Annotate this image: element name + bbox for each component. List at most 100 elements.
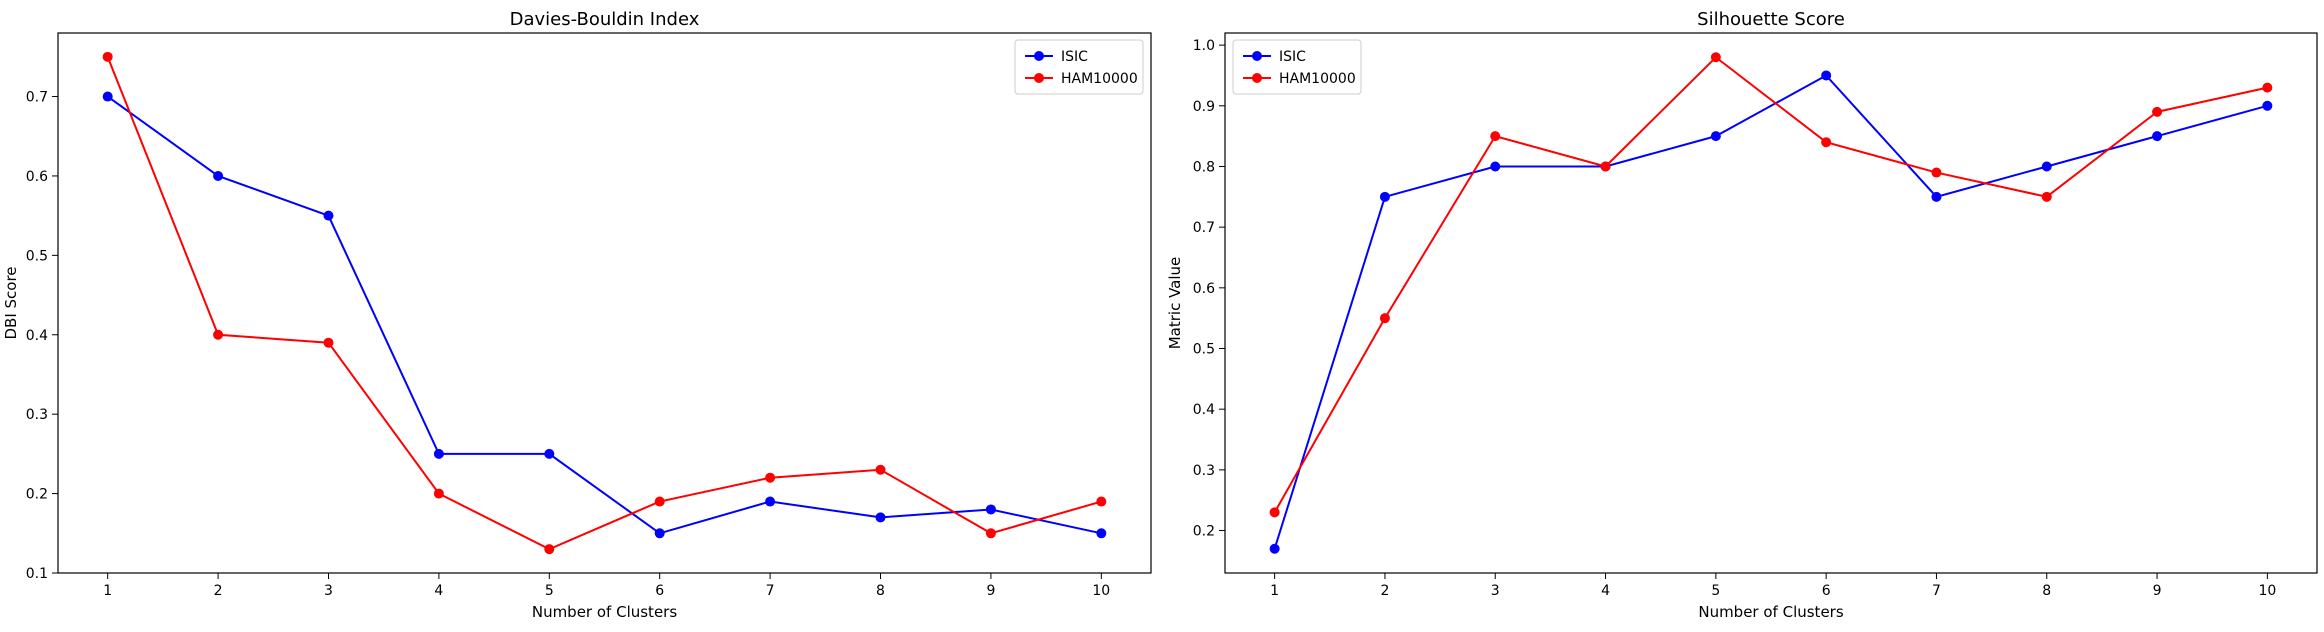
x-tick-label: 1	[1270, 583, 1279, 599]
legend-marker	[1034, 73, 1044, 83]
x-tick-label: 3	[324, 583, 333, 599]
y-tick-label: 0.7	[1193, 220, 1215, 236]
data-point	[2262, 82, 2273, 93]
data-point	[985, 528, 996, 539]
y-tick-label: 1.0	[1193, 38, 1215, 54]
x-tick-label: 10	[2258, 583, 2276, 599]
chart-2: Silhouette Score 1 2 3 4 5 6 7 8 9 10 0.2 0.3 0.4 0.5 0…	[1166, 9, 2318, 621]
data-point	[323, 210, 334, 221]
y-tick-label: 0.5	[26, 248, 48, 264]
data-point	[1490, 131, 1501, 142]
data-point	[875, 464, 886, 475]
series-ISIC	[1269, 70, 2273, 554]
x-tick-label: 5	[545, 583, 554, 599]
y-tick-label: 0.5	[1193, 342, 1215, 358]
data-point	[544, 544, 555, 555]
x-tick-label: 1	[103, 583, 112, 599]
data-point	[1096, 528, 1107, 539]
data-point	[1379, 313, 1390, 324]
data-point	[765, 496, 776, 507]
data-point	[323, 337, 334, 348]
y-tick-label: 0.2	[26, 487, 48, 503]
x-tick-label: 6	[655, 583, 664, 599]
y-tick-label: 0.4	[1193, 402, 1215, 418]
data-point	[102, 51, 113, 62]
legend-marker	[1034, 51, 1044, 61]
data-point	[2041, 191, 2052, 202]
legend-marker	[1252, 51, 1262, 61]
data-point	[1931, 191, 1942, 202]
y-tick-label: 0.2	[1193, 524, 1215, 540]
chart-title: Silhouette Score	[1697, 9, 1845, 30]
legend: ISIC HAM10000	[1232, 39, 1362, 95]
y-tick-label: 0.9	[1193, 99, 1215, 115]
data-point	[1600, 161, 1611, 172]
legend-label: HAM10000	[1279, 71, 1356, 87]
data-point	[1096, 496, 1107, 507]
data-point	[1821, 137, 1832, 148]
data-point	[1710, 52, 1721, 63]
y-axis-label: Matric Value	[1166, 257, 1184, 350]
x-tick-label: 6	[1822, 583, 1831, 599]
data-point	[544, 448, 555, 459]
data-point	[433, 448, 444, 459]
chart-title: Davies-Bouldin Index	[510, 9, 700, 30]
y-tick-label: 0.6	[26, 169, 48, 185]
y-tick-label: 0.4	[26, 328, 48, 344]
x-axis-label: Number of Clusters	[1698, 603, 1843, 621]
legend: ISIC HAM10000	[1014, 39, 1144, 95]
x-tick-label: 9	[986, 583, 995, 599]
data-point	[1269, 543, 1280, 554]
data-point	[213, 329, 224, 340]
legend-label: ISIC	[1061, 49, 1088, 65]
y-tick-label: 0.8	[1193, 159, 1215, 175]
x-tick-label: 7	[1932, 583, 1941, 599]
axes-frame	[1224, 32, 2318, 574]
data-point	[433, 488, 444, 499]
x-tick-label: 4	[1601, 583, 1610, 599]
data-point	[2152, 131, 2163, 142]
data-point	[985, 504, 996, 515]
data-point	[765, 472, 776, 483]
data-point	[213, 170, 224, 181]
x-tick-label: 8	[2042, 583, 2051, 599]
legend-marker	[1252, 73, 1262, 83]
x-tick-label: 5	[1711, 583, 1720, 599]
data-point	[102, 91, 113, 102]
data-point	[1931, 167, 1942, 178]
x-tick-label: 10	[1092, 583, 1110, 599]
data-point	[1821, 70, 1832, 81]
series-line	[106, 56, 1102, 551]
data-point	[1710, 131, 1721, 142]
data-point	[654, 496, 665, 507]
y-axis-label: DBI Score	[2, 266, 20, 339]
x-tick-label: 2	[214, 583, 223, 599]
series-HAM10000	[102, 51, 1107, 555]
data-point	[1490, 161, 1501, 172]
legend-label: HAM10000	[1061, 71, 1138, 87]
data-point	[1269, 507, 1280, 518]
axes-frame	[57, 32, 1152, 574]
y-tick-label: 0.3	[26, 407, 48, 423]
y-tick-label: 0.1	[26, 566, 48, 582]
series-ISIC	[102, 91, 1107, 539]
y-tick-label: 0.3	[1193, 463, 1215, 479]
x-tick-label: 3	[1491, 583, 1500, 599]
series-line	[1273, 74, 2268, 550]
y-tick-label: 0.6	[1193, 281, 1215, 297]
data-point	[2262, 100, 2273, 111]
series-line	[1273, 55, 2268, 513]
legend-label: ISIC	[1279, 49, 1306, 65]
legend-box	[1014, 39, 1144, 95]
x-tick-label: 7	[766, 583, 775, 599]
series-HAM10000	[1269, 52, 2273, 518]
x-tick-label: 9	[2153, 583, 2162, 599]
series-line	[107, 95, 1102, 535]
data-point	[2152, 106, 2163, 117]
data-point	[875, 512, 886, 523]
data-point	[2041, 161, 2052, 172]
data-point	[1379, 191, 1390, 202]
x-tick-label: 4	[434, 583, 443, 599]
x-axis-label: Number of Clusters	[532, 603, 677, 621]
